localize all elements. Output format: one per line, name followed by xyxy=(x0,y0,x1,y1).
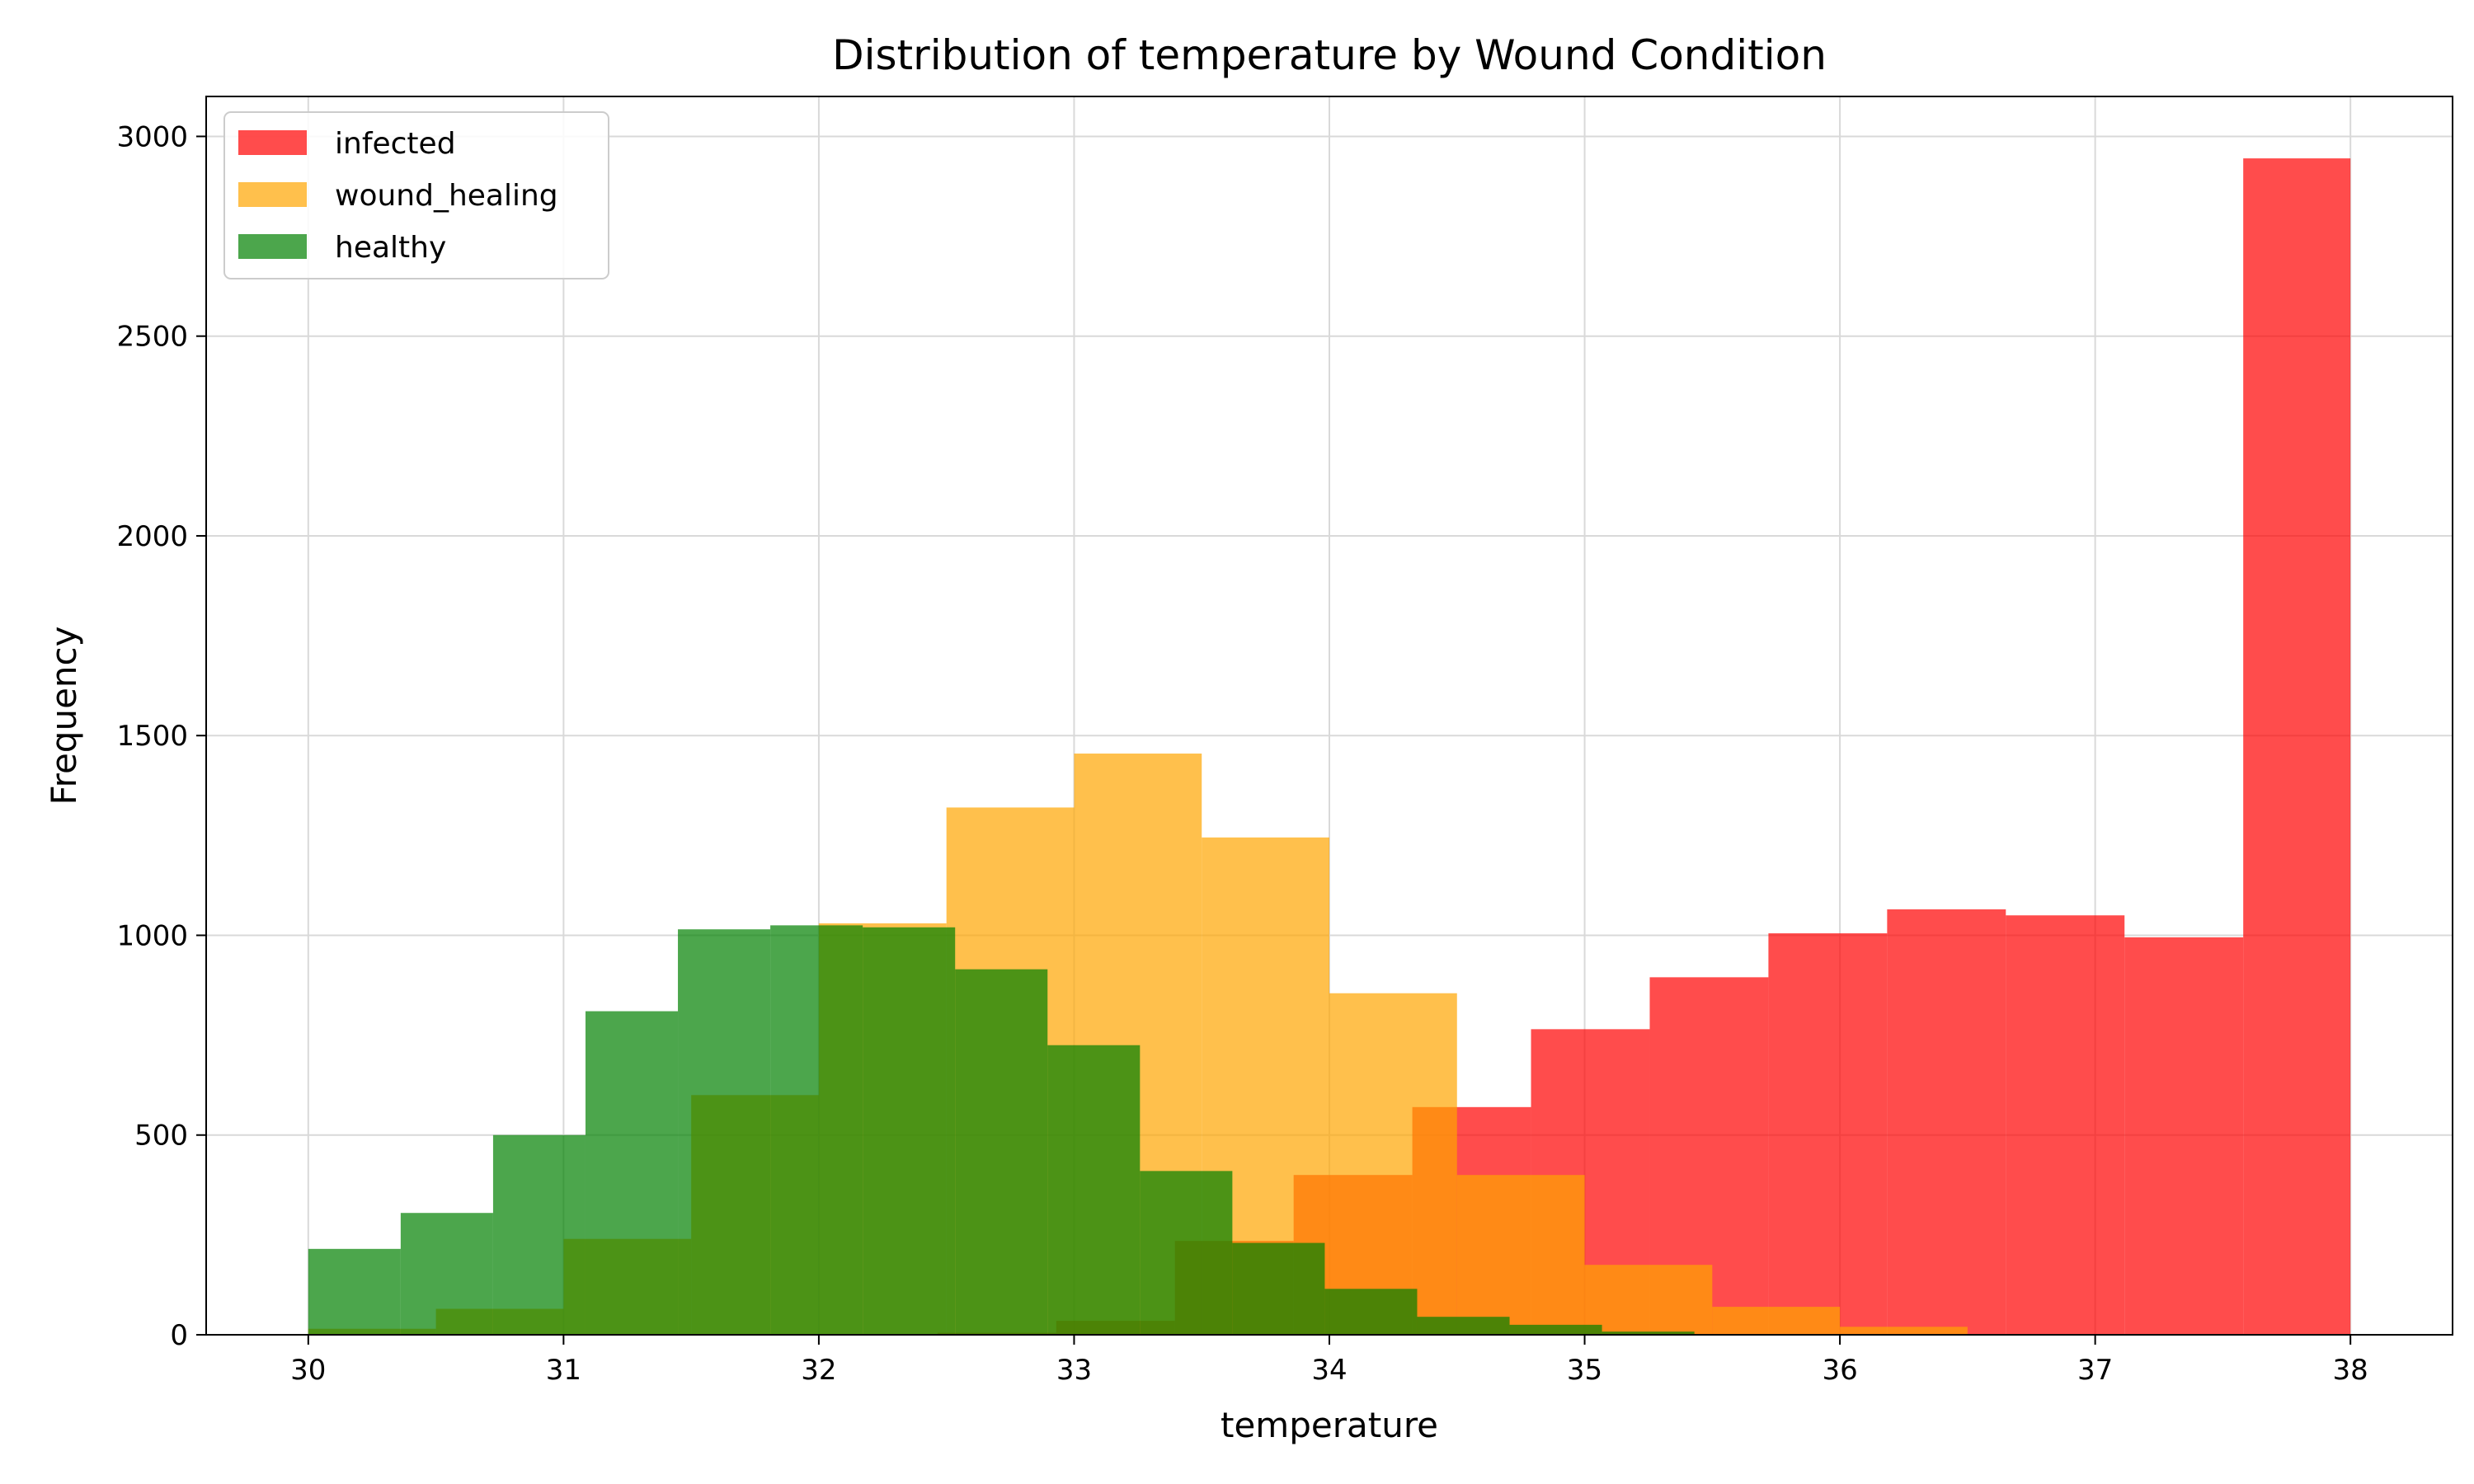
histogram-bar xyxy=(1768,933,1888,1335)
x-tick-label: 32 xyxy=(801,1354,836,1387)
histogram-bar xyxy=(400,1213,493,1335)
x-tick-label: 36 xyxy=(1822,1354,1857,1387)
legend-box xyxy=(223,111,609,279)
histogram-bar xyxy=(1509,1324,1602,1335)
histogram-bar xyxy=(863,927,956,1335)
histogram-bar xyxy=(2006,915,2125,1335)
legend-label-infected: infected xyxy=(335,127,456,161)
y-tick-label: 0 xyxy=(170,1319,188,1352)
x-tick-label: 31 xyxy=(546,1354,581,1387)
x-tick-label: 33 xyxy=(1056,1354,1092,1387)
y-axis-label: Frequency xyxy=(44,627,84,805)
x-tick-label: 38 xyxy=(2333,1354,2368,1387)
legend-swatch-healthy xyxy=(238,234,307,259)
chart-title: Distribution of temperature by Wound Con… xyxy=(832,31,1827,79)
histogram-bar xyxy=(955,969,1048,1335)
x-tick-label: 35 xyxy=(1567,1354,1602,1387)
histogram-bar xyxy=(678,929,771,1335)
x-axis-label: temperature xyxy=(1221,1405,1438,1445)
histogram-bar xyxy=(1887,909,2006,1335)
histogram-bar xyxy=(1712,1307,1841,1335)
x-axis-ticks: 30 31 32 33 34 35 36 37 38 xyxy=(290,1335,2368,1387)
histogram-bar xyxy=(1047,1045,1141,1335)
histogram-bar xyxy=(1140,1171,1233,1335)
histogram-bar xyxy=(1602,1331,1695,1335)
legend-swatch-infected xyxy=(238,130,307,155)
x-tick-label: 34 xyxy=(1311,1354,1347,1387)
histogram-bar xyxy=(1324,1289,1418,1335)
histogram-bar xyxy=(492,1134,586,1335)
histogram-bar xyxy=(1329,993,1457,1335)
y-tick-label: 500 xyxy=(134,1120,188,1153)
y-tick-label: 1500 xyxy=(116,720,188,753)
histogram-bar xyxy=(2124,937,2244,1335)
histogram-bar xyxy=(1417,1317,1510,1335)
series-healthy xyxy=(308,925,1695,1335)
legend-swatch-wound_healing xyxy=(238,182,307,207)
y-axis-ticks: 0 500 1000 1500 2000 2500 3000 xyxy=(116,120,206,1352)
y-tick-label: 2000 xyxy=(116,520,188,553)
x-tick-label: 37 xyxy=(2077,1354,2113,1387)
x-tick-label: 30 xyxy=(290,1354,326,1387)
histogram-bar xyxy=(770,925,863,1335)
legend-label-healthy: healthy xyxy=(335,231,446,265)
legend-label-wound_healing: wound_healing xyxy=(335,179,558,213)
histogram-bars xyxy=(308,158,2351,1336)
y-tick-label: 2500 xyxy=(116,321,188,354)
y-tick-label: 3000 xyxy=(116,120,188,153)
histogram-bar xyxy=(308,1248,401,1335)
y-tick-label: 1000 xyxy=(116,919,188,952)
histogram-bar xyxy=(585,1011,679,1335)
histogram-bar xyxy=(1840,1327,1968,1335)
histogram-bar xyxy=(1584,1265,1713,1335)
histogram-bar xyxy=(1232,1242,1325,1335)
histogram-bar xyxy=(1456,1175,1585,1335)
histogram-bar xyxy=(2243,158,2351,1336)
